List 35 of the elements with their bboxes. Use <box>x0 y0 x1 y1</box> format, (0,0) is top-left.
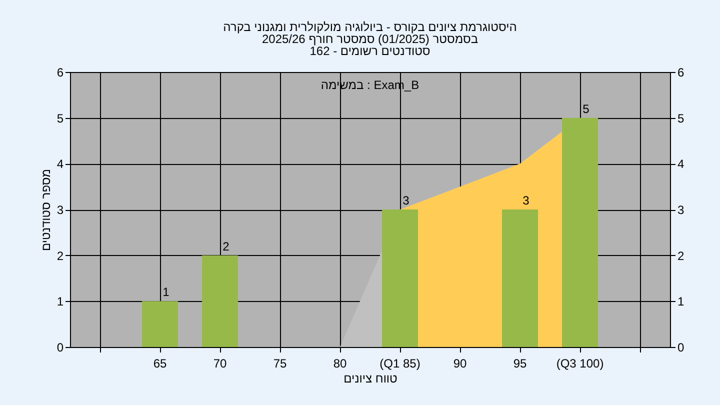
y2-tick-label: 2 <box>678 248 684 263</box>
data-label: 3 <box>522 194 530 208</box>
x-axis-title: טווח ציונים <box>344 372 398 386</box>
y-tick-label: 4 <box>56 157 64 172</box>
y-tick-label: 5 <box>56 111 64 126</box>
x-tick-label: 65 <box>153 356 167 370</box>
y-tick-label: 2 <box>56 248 64 263</box>
y-tick-label: 0 <box>56 340 64 354</box>
y2-tick-label: 0 <box>678 340 684 354</box>
y2-tick-label: 1 <box>678 294 684 309</box>
x-tick-label: 70 <box>213 356 227 370</box>
bar <box>142 301 178 347</box>
y-tick-label: 3 <box>56 203 64 217</box>
x-tick-label: (Q3 100) <box>556 356 604 370</box>
chart-subtitle: סטודנטים רשומים - 162 <box>310 44 430 58</box>
data-label: 3 <box>402 194 410 208</box>
x-tick-label: 80 <box>333 356 347 370</box>
x-tick-label: 95 <box>513 356 527 370</box>
data-label: 2 <box>222 239 230 254</box>
bar <box>562 118 598 347</box>
y-tick-label: 1 <box>56 294 64 309</box>
y2-tick-label: 6 <box>678 66 684 80</box>
bar <box>202 255 238 347</box>
chart-title: היסטוגרמת ציונים בקורס - ביולוגיה מולקולרית ומגנוני בקרה בסמסטר (01/2025) סמסטר חורף 2025/26 <box>223 20 517 46</box>
data-label: 1 <box>162 285 170 300</box>
y2-tick-label: 4 <box>678 157 684 172</box>
x-tick-label: 75 <box>273 356 287 370</box>
bar <box>502 210 538 347</box>
y-axis-title: מספר סטודנטים <box>38 168 53 252</box>
y2-tick-label: 3 <box>678 203 684 217</box>
x-tick-label: 90 <box>453 356 467 370</box>
y-tick-label: 6 <box>56 66 64 80</box>
y2-tick-label: 5 <box>678 111 684 126</box>
data-label: 5 <box>582 102 590 116</box>
x-tick-label: (Q1 85) <box>380 356 420 370</box>
